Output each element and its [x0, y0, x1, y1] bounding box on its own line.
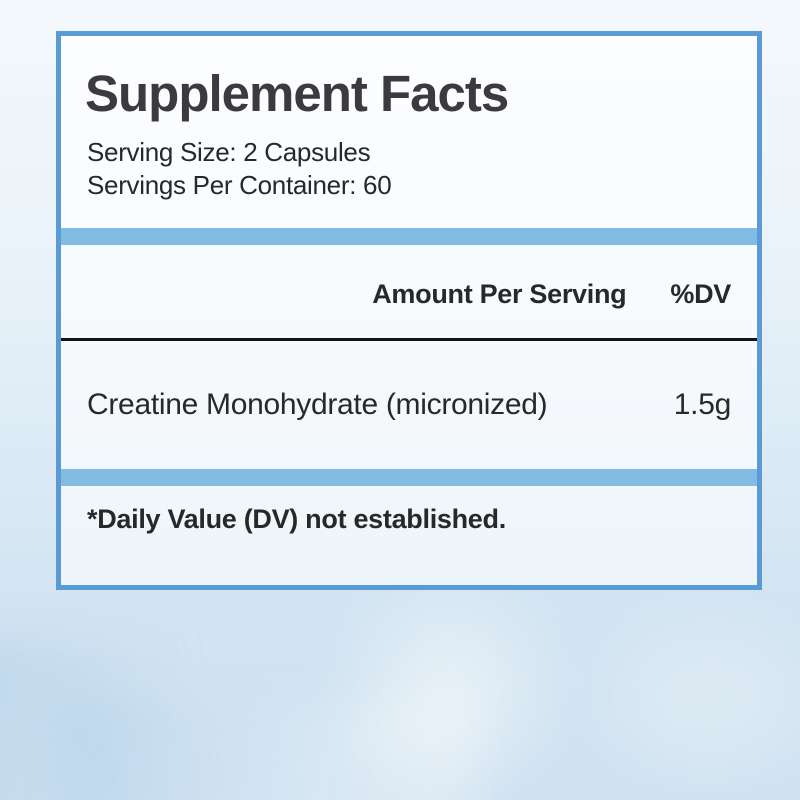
nutrient-amount: 1.5g [673, 388, 732, 421]
supplement-facts-panel: Supplement Facts Serving Size: 2 Capsule… [56, 31, 762, 590]
divider-bar-top [61, 228, 757, 245]
servings-per-container-text: Servings Per Container: 60 [87, 170, 392, 200]
background-blur-streak [60, 700, 480, 800]
table-row: Creatine Monohydrate (micronized) 1.5g [87, 388, 731, 422]
divider-bar-bottom [61, 469, 757, 486]
daily-value-footnote: *Daily Value (DV) not established. [87, 504, 506, 534]
background-blur-highlight [320, 560, 580, 800]
percent-dv-header: %DV [670, 279, 731, 309]
serving-size-text: Serving Size: 2 Capsules [87, 137, 371, 167]
background-blur-highlight [560, 590, 800, 800]
supplement-facts-title: Supplement Facts [85, 65, 509, 122]
table-header-row: Amount Per Serving %DV [61, 279, 731, 310]
header-divider-rule [61, 338, 757, 341]
nutrient-name: Creatine Monohydrate (micronized) [87, 388, 548, 421]
background-blur-streak [0, 640, 260, 800]
supplement-facts-content: Supplement Facts Serving Size: 2 Capsule… [61, 36, 757, 585]
amount-per-serving-header: Amount Per Serving [372, 279, 627, 309]
